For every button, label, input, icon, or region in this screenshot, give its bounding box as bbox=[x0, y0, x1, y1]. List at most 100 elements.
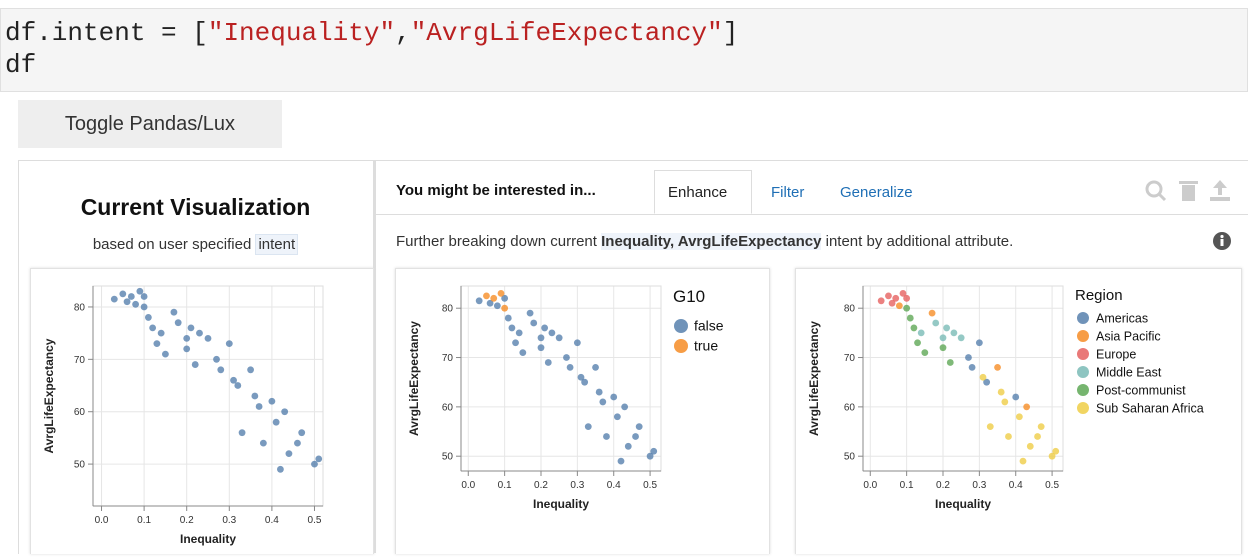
point bbox=[544, 359, 552, 366]
point bbox=[910, 324, 918, 332]
point bbox=[979, 373, 987, 381]
point bbox=[501, 304, 509, 312]
point bbox=[501, 294, 509, 302]
point bbox=[515, 329, 523, 337]
point bbox=[213, 355, 220, 363]
legend-swatch bbox=[1077, 348, 1089, 360]
point bbox=[906, 314, 914, 322]
point bbox=[950, 329, 958, 337]
point bbox=[311, 460, 318, 468]
point bbox=[486, 299, 494, 307]
point bbox=[238, 429, 246, 437]
point bbox=[537, 334, 545, 342]
point bbox=[903, 304, 911, 312]
y-axis-title: AvrgLifeExpectancy bbox=[407, 321, 421, 436]
code-token: , bbox=[395, 18, 411, 48]
code-cell[interactable]: df.intent = ["Inequality","AvrgLifeExpec… bbox=[0, 8, 1248, 92]
y-tick-label: 50 bbox=[442, 452, 454, 463]
point bbox=[187, 324, 195, 332]
point bbox=[885, 292, 892, 300]
point bbox=[573, 339, 581, 347]
point bbox=[191, 361, 199, 368]
panel-title: Current Visualization bbox=[80, 194, 311, 220]
chart: 0.0 0.1 0.2 0.3 0.4 0.5 50 60 70 80 Inequality Avrg… bbox=[42, 285, 324, 546]
point bbox=[635, 423, 643, 430]
point bbox=[548, 329, 556, 337]
separator bbox=[373, 160, 376, 553]
legend-swatch bbox=[674, 319, 688, 333]
x-tick-label: 0.5 bbox=[1045, 480, 1059, 491]
search-icon[interactable] bbox=[1145, 180, 1163, 198]
point bbox=[512, 339, 519, 347]
legend-label: false bbox=[694, 318, 724, 334]
tab[interactable]: Generalize bbox=[840, 184, 913, 201]
code-token: ] bbox=[722, 18, 739, 48]
point bbox=[939, 344, 947, 352]
point bbox=[983, 378, 991, 386]
point bbox=[595, 388, 603, 396]
x-axis-title: Inequality bbox=[935, 497, 991, 511]
point bbox=[504, 314, 512, 322]
point bbox=[251, 392, 259, 400]
code-line: df bbox=[1, 49, 1247, 81]
point bbox=[1048, 452, 1056, 460]
point bbox=[1026, 442, 1034, 450]
tab[interactable]: Enhance bbox=[668, 184, 728, 201]
y-tick-label: 60 bbox=[74, 407, 86, 418]
x-tick-label: 0.3 bbox=[222, 515, 236, 526]
point bbox=[1037, 423, 1045, 430]
point bbox=[132, 300, 139, 308]
y-tick-label: 50 bbox=[74, 460, 86, 471]
point bbox=[519, 349, 527, 356]
point bbox=[943, 324, 951, 332]
point bbox=[217, 366, 225, 374]
point bbox=[632, 433, 639, 440]
chart-card[interactable]: 0.0 0.1 0.2 0.3 0.4 0.5 50 60 70 80 Inequality Avrg… bbox=[395, 268, 770, 554]
point bbox=[621, 403, 629, 411]
x-axis-title: Inequality bbox=[180, 532, 236, 546]
point bbox=[1005, 433, 1012, 440]
point bbox=[234, 382, 242, 389]
delete-icon[interactable] bbox=[1182, 185, 1195, 201]
export-icon[interactable] bbox=[1213, 180, 1227, 195]
tab[interactable]: Filter bbox=[771, 184, 805, 201]
legend-label: true bbox=[694, 338, 718, 354]
point bbox=[899, 290, 907, 297]
intent-highlight: intent bbox=[255, 234, 299, 255]
prompt: You might be interested in... bbox=[396, 182, 596, 199]
x-tick-label: 0.1 bbox=[137, 515, 151, 526]
x-tick-label: 0.4 bbox=[607, 480, 621, 491]
point bbox=[888, 299, 896, 307]
point bbox=[490, 294, 498, 302]
point bbox=[268, 397, 276, 405]
point bbox=[932, 319, 940, 327]
point bbox=[123, 298, 131, 306]
point bbox=[968, 364, 976, 371]
x-tick-label: 0.3 bbox=[972, 480, 986, 491]
x-tick-label: 0.2 bbox=[180, 515, 194, 526]
point bbox=[975, 339, 983, 347]
point bbox=[617, 457, 625, 465]
point bbox=[650, 447, 658, 455]
toggle-button[interactable]: Toggle Pandas/Lux bbox=[18, 100, 282, 148]
point bbox=[1019, 457, 1027, 465]
point bbox=[475, 297, 483, 305]
y-tick-label: 80 bbox=[844, 304, 856, 315]
point bbox=[530, 319, 538, 327]
point bbox=[903, 294, 911, 302]
point bbox=[119, 290, 127, 298]
point bbox=[986, 423, 994, 430]
x-tick-label: 0.2 bbox=[936, 480, 950, 491]
y-tick-label: 50 bbox=[844, 452, 856, 463]
info-icon[interactable] bbox=[1212, 231, 1232, 251]
legend-swatch bbox=[1077, 402, 1089, 414]
chart-card[interactable]: 0.0 0.1 0.2 0.3 0.4 0.5 50 60 70 80 Inequality Avrg… bbox=[30, 268, 374, 554]
point bbox=[592, 364, 599, 371]
description: Further breaking down current Inequality… bbox=[396, 233, 1013, 250]
legend-swatch bbox=[1077, 384, 1089, 396]
subtitle-text: based on user specified bbox=[92, 236, 256, 253]
point bbox=[204, 334, 212, 342]
chart-card[interactable]: 0.0 0.1 0.2 0.3 0.4 0.5 50 60 70 80 Inequality Avrg… bbox=[795, 268, 1242, 554]
legend-label: Sub Saharan Africa bbox=[1096, 402, 1204, 416]
y-tick-label: 60 bbox=[844, 402, 856, 413]
